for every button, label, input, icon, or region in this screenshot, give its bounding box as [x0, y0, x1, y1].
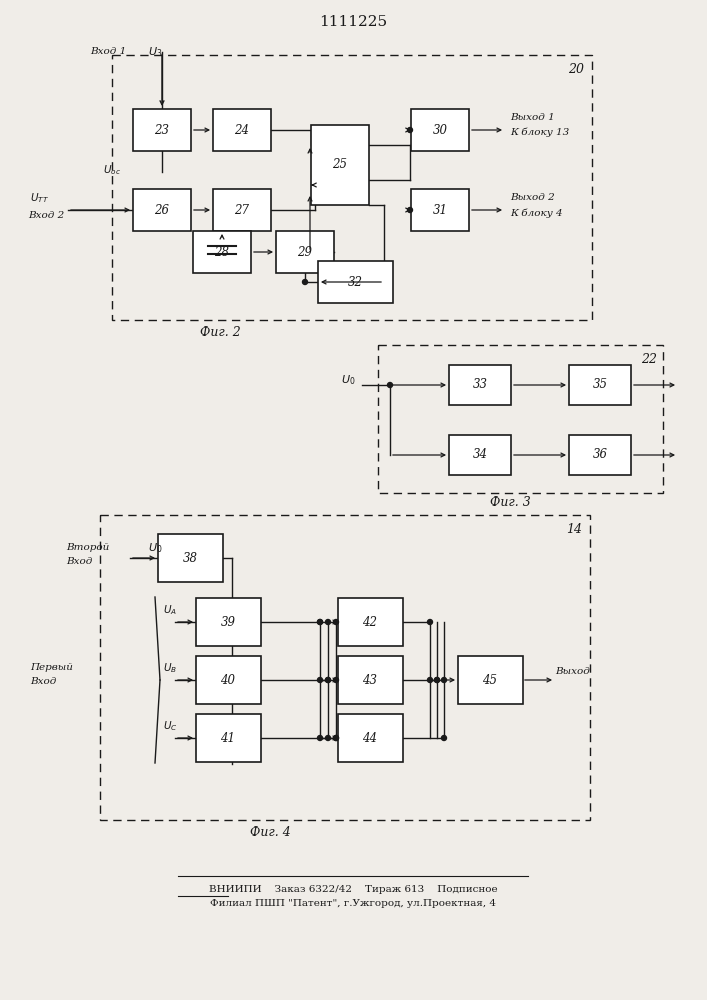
Circle shape [407, 127, 412, 132]
Bar [411, 109, 469, 151]
Text: 1111225: 1111225 [320, 15, 387, 29]
Text: $U_A$: $U_A$ [163, 603, 177, 617]
Text: 23: 23 [155, 123, 170, 136]
Circle shape [334, 736, 339, 740]
Text: $U_C$: $U_C$ [163, 719, 177, 733]
Bar [193, 231, 251, 273]
Text: Фиг. 4: Фиг. 4 [250, 826, 291, 838]
Circle shape [435, 678, 440, 682]
Text: 32: 32 [348, 275, 363, 288]
Text: 38: 38 [182, 552, 197, 564]
Text: К блоку 13: К блоку 13 [510, 127, 569, 137]
Bar [411, 189, 469, 231]
Text: 28: 28 [214, 245, 230, 258]
Text: 39: 39 [221, 615, 235, 629]
Circle shape [428, 619, 433, 624]
Circle shape [325, 678, 330, 682]
Bar [196, 598, 260, 646]
Bar [196, 656, 260, 704]
Circle shape [325, 619, 330, 624]
Bar [213, 109, 271, 151]
Text: ВНИИПИ    Заказ 6322/42    Тираж 613    Подписное: ВНИИПИ Заказ 6322/42 Тираж 613 Подписное [209, 886, 498, 894]
Bar [337, 656, 402, 704]
Bar [158, 534, 223, 582]
Text: 43: 43 [363, 674, 378, 686]
Bar [337, 598, 402, 646]
Circle shape [325, 736, 330, 740]
Text: 40: 40 [221, 674, 235, 686]
Circle shape [435, 678, 440, 682]
Text: 27: 27 [235, 204, 250, 217]
Circle shape [428, 678, 433, 682]
Circle shape [303, 279, 308, 284]
Circle shape [441, 736, 447, 740]
Text: 42: 42 [363, 615, 378, 629]
Text: 45: 45 [482, 674, 498, 686]
Text: 44: 44 [363, 732, 378, 744]
Bar [569, 365, 631, 405]
Text: $U_0$: $U_0$ [148, 541, 163, 555]
Bar [337, 714, 402, 762]
Bar [213, 189, 271, 231]
Bar [112, 55, 592, 320]
Circle shape [317, 619, 322, 624]
Text: Фиг. 2: Фиг. 2 [199, 326, 240, 338]
Text: Выход 1: Выход 1 [510, 113, 555, 122]
Text: $U_B$: $U_B$ [163, 661, 177, 675]
Bar [196, 714, 260, 762]
Text: 22: 22 [641, 353, 657, 366]
Text: Фиг. 3: Фиг. 3 [490, 495, 530, 508]
Circle shape [317, 619, 322, 624]
Bar [317, 261, 392, 303]
Text: Вход: Вход [66, 558, 93, 566]
Bar [378, 345, 663, 493]
Text: 29: 29 [298, 245, 312, 258]
Text: Первый: Первый [30, 664, 73, 672]
Text: $U_{ос}$: $U_{ос}$ [103, 163, 121, 177]
Text: Вход: Вход [30, 678, 57, 686]
Bar [133, 189, 191, 231]
Text: Вход 1: Вход 1 [90, 47, 127, 56]
Text: 30: 30 [433, 123, 448, 136]
Text: 24: 24 [235, 123, 250, 136]
Text: $U_{ТТ}$: $U_{ТТ}$ [30, 191, 49, 205]
Circle shape [387, 382, 392, 387]
Text: 26: 26 [155, 204, 170, 217]
Circle shape [317, 736, 322, 740]
Text: 34: 34 [472, 448, 488, 462]
Text: К блоку 4: К блоку 4 [510, 208, 563, 218]
Text: 20: 20 [568, 63, 584, 76]
Bar [100, 515, 590, 820]
Circle shape [334, 736, 339, 740]
Bar [449, 435, 511, 475]
Text: 35: 35 [592, 378, 607, 391]
Text: Выход: Выход [555, 668, 590, 676]
Text: 14: 14 [566, 523, 582, 536]
Bar [311, 125, 369, 205]
Text: 36: 36 [592, 448, 607, 462]
Text: Второй: Второй [66, 544, 110, 552]
Bar [276, 231, 334, 273]
Circle shape [334, 619, 339, 624]
Text: 41: 41 [221, 732, 235, 744]
Text: 25: 25 [332, 158, 348, 172]
Circle shape [441, 678, 447, 682]
Text: Выход 2: Выход 2 [510, 194, 555, 202]
Text: 31: 31 [433, 204, 448, 217]
Circle shape [317, 678, 322, 682]
Circle shape [325, 678, 330, 682]
Bar [133, 109, 191, 151]
Bar [449, 365, 511, 405]
Text: $U_0$: $U_0$ [341, 373, 355, 387]
Text: Вход 2: Вход 2 [28, 211, 64, 220]
Bar [457, 656, 522, 704]
Bar [569, 435, 631, 475]
Text: Филиал ПШП "Патент", г.Ужгород, ул.Проектная, 4: Филиал ПШП "Патент", г.Ужгород, ул.Проек… [211, 900, 496, 908]
Circle shape [407, 208, 412, 213]
Text: 33: 33 [472, 378, 488, 391]
Text: $U_3$: $U_3$ [148, 45, 163, 59]
Circle shape [334, 678, 339, 682]
